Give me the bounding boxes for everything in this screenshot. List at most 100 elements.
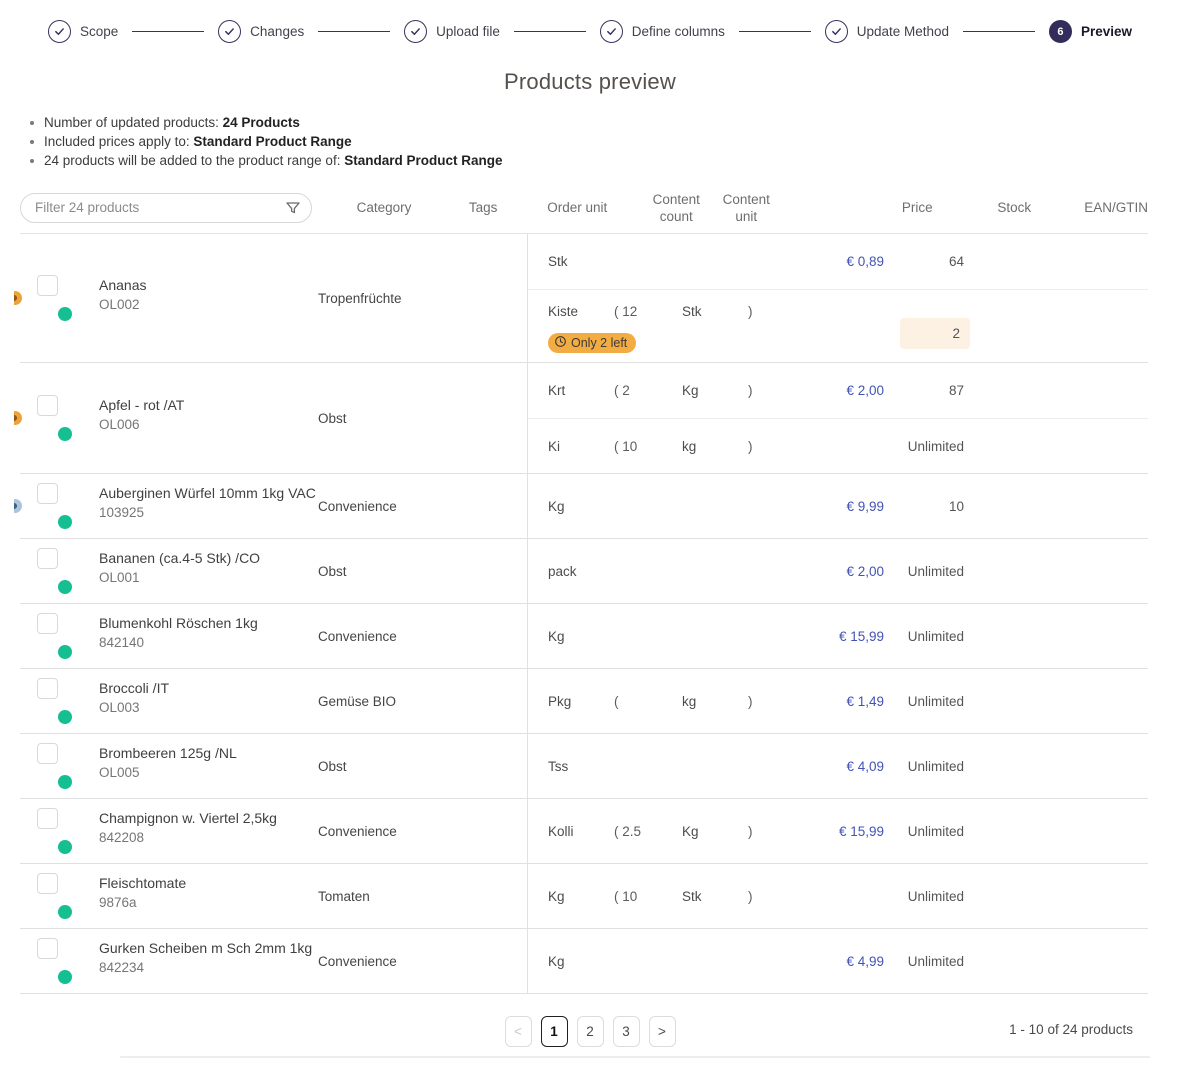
- order-unit-cell: Kg: [548, 498, 565, 514]
- row-checkbox[interactable]: [37, 275, 58, 296]
- unit-sub-row: Kolli ( 2.5 Kg) € 15,99 Unlimited: [528, 799, 1148, 863]
- product-name-block: Fleischtomate 9876a: [99, 873, 186, 912]
- content-count-cell: ( 12: [614, 304, 638, 319]
- row-checkbox[interactable]: [37, 808, 58, 829]
- product-row-left: Brombeeren 125g /NL OL005 Obst: [20, 734, 528, 798]
- row-checkbox[interactable]: [37, 743, 58, 764]
- product-code: OL001: [99, 570, 140, 585]
- product-row-left: Blumenkohl Röschen 1kg 842140 Convenience: [20, 604, 528, 668]
- product-units: Tss € 4,09 Unlimited: [528, 734, 1148, 798]
- page-button-3[interactable]: 3: [612, 1016, 640, 1047]
- pager: < 1 2 3 >: [0, 1016, 1180, 1047]
- stepper-step-upload-file[interactable]: Upload file: [404, 20, 500, 43]
- low-stock-highlight: 2: [900, 317, 970, 349]
- unit-sub-row: Pkg (kg) € 1,49 Unlimited: [528, 669, 1148, 733]
- paren-close-cell: ): [748, 438, 753, 454]
- product-code: 842234: [99, 960, 145, 975]
- product-name-block: Brombeeren 125g /NL OL005: [99, 743, 237, 782]
- content-unit-cell: Stk: [682, 888, 702, 904]
- row-checkbox[interactable]: [37, 613, 58, 634]
- row-checkbox[interactable]: [37, 483, 58, 504]
- product-units: Stk € 0,89 64 Kiste ( 12 Stk) 2 Only 2 left: [528, 234, 1148, 362]
- product-units: Kg € 15,99 Unlimited: [528, 604, 1148, 668]
- content-unit-cell: Stk: [682, 304, 702, 319]
- header-price: Price: [901, 200, 933, 215]
- active-status-dot: [58, 970, 72, 984]
- row-checkbox[interactable]: [37, 678, 58, 699]
- product-row: Gurken Scheiben m Sch 2mm 1kg 842234 Conve…: [20, 929, 1148, 994]
- product-row: Apfel - rot /AT OL006 Obst Krt ( 2 Kg) € 2,00 8…: [14, 363, 1148, 474]
- active-status-dot: [58, 775, 72, 789]
- order-unit-cell: Kiste: [548, 304, 579, 319]
- table-header-row: Category Tags Order unit Content count C…: [20, 182, 1148, 234]
- next-page-button[interactable]: >: [648, 1016, 676, 1047]
- product-row: Fleischtomate 9876a Tomaten Kg ( 10 Stk) Unlim…: [20, 864, 1148, 929]
- active-status-dot: [58, 840, 72, 854]
- page-button-1[interactable]: 1: [540, 1016, 568, 1047]
- table-body: Ananas OL002 Tropenfrüchte Stk € 0,89 64 Kiste…: [14, 234, 1148, 994]
- check-circle-icon: [48, 20, 71, 43]
- product-code: 842140: [99, 635, 145, 650]
- product-category: Obst: [318, 758, 347, 774]
- product-row: Brombeeren 125g /NL OL005 Obst Tss € 4,09 Unl…: [20, 734, 1148, 799]
- product-name-block: Ananas OL002: [99, 275, 146, 314]
- row-checkbox[interactable]: [37, 548, 58, 569]
- product-units: Pkg (kg) € 1,49 Unlimited: [528, 669, 1148, 733]
- content-count-cell: ( 10: [614, 438, 638, 454]
- filter-input[interactable]: [20, 192, 312, 223]
- prev-page-button[interactable]: <: [504, 1016, 532, 1047]
- row-checkbox[interactable]: [37, 395, 58, 416]
- paren-close-cell: ): [748, 823, 753, 839]
- stepper-step-scope[interactable]: Scope: [48, 20, 118, 43]
- stepper-step-changes[interactable]: Changes: [218, 20, 304, 43]
- summary-item: 24 products will be added to the product…: [30, 151, 1180, 170]
- horizontal-scrollbar[interactable]: [120, 1056, 1150, 1058]
- price-cell: € 2,00: [846, 563, 884, 579]
- content-count-cell: ( 2.5: [614, 823, 642, 839]
- stock-cell: 2: [888, 317, 970, 349]
- order-unit-cell: Stk: [548, 254, 568, 269]
- row-checkbox[interactable]: [37, 938, 58, 959]
- low-stock-badge-label: Only 2 left: [571, 336, 628, 350]
- products-table: Category Tags Order unit Content count C…: [14, 182, 1148, 994]
- step-label: Upload file: [436, 24, 500, 39]
- product-code: 842208: [99, 830, 145, 845]
- active-status-dot: [58, 427, 72, 441]
- price-cell: € 1,49: [846, 693, 884, 709]
- product-row-left: Auberginen Würfel 10mm 1kg VAC 103925 Conv…: [14, 474, 528, 538]
- order-unit-cell: Kolli: [548, 823, 574, 839]
- content-count-cell: ( 10: [614, 888, 638, 904]
- page-title: Products preview: [504, 69, 676, 94]
- product-name: Gurken Scheiben m Sch 2mm 1kg: [99, 940, 313, 956]
- selection-zone: Auberginen Würfel 10mm 1kg VAC 103925: [20, 483, 318, 529]
- page-button-2[interactable]: 2: [576, 1016, 604, 1047]
- product-row-left: Bananen (ca.4-5 Stk) /CO OL001 Obst: [20, 539, 528, 603]
- product-code: OL005: [99, 765, 140, 780]
- active-status-dot: [58, 645, 72, 659]
- price-cell: € 15,99: [838, 823, 884, 839]
- content-count-cell: (: [614, 693, 619, 709]
- stepper-step-update-method[interactable]: Update Method: [824, 20, 949, 43]
- price-cell: € 4,99: [846, 953, 884, 969]
- row-checkbox[interactable]: [37, 873, 58, 894]
- order-unit-cell: Kg: [548, 888, 565, 904]
- stepper-step-define-columns[interactable]: Define columns: [599, 20, 725, 43]
- unit-sub-row: Kg € 15,99 Unlimited: [528, 604, 1148, 668]
- selection-zone: Blumenkohl Röschen 1kg 842140: [20, 613, 318, 659]
- order-unit-cell: Kg: [548, 628, 565, 644]
- unit-sub-row: Kg € 4,99 Unlimited: [528, 929, 1148, 993]
- selection-zone: Fleischtomate 9876a: [20, 873, 318, 919]
- product-units: pack € 2,00 Unlimited: [528, 539, 1148, 603]
- funnel-icon[interactable]: [285, 200, 301, 216]
- product-name-block: Apfel - rot /AT OL006: [99, 395, 184, 434]
- product-edge-orange-icon: [14, 411, 22, 425]
- stock-cell: Unlimited: [907, 438, 964, 454]
- order-unit-cell: Pkg: [548, 693, 572, 709]
- checkbox-column: [37, 613, 72, 659]
- product-category: Tomaten: [318, 888, 370, 904]
- step-label: Changes: [250, 24, 305, 39]
- selection-zone: Apfel - rot /AT OL006: [20, 395, 318, 441]
- stepper-step-preview[interactable]: 6 Preview: [1048, 20, 1132, 43]
- content-count-cell: ( 2: [614, 383, 630, 398]
